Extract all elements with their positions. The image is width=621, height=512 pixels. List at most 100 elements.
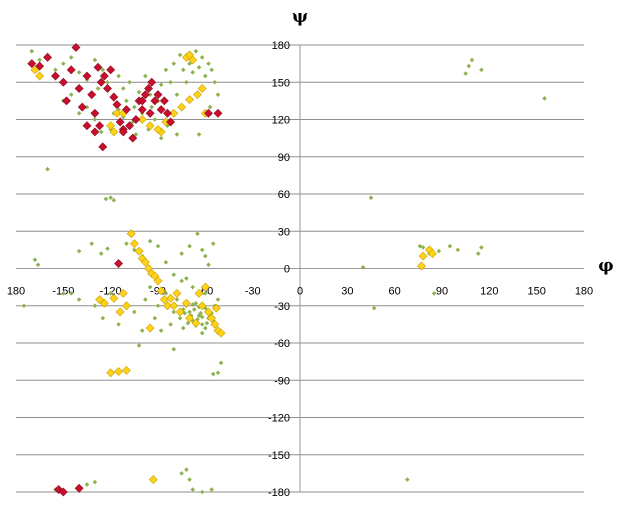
data-point bbox=[145, 323, 155, 333]
data-point bbox=[62, 96, 71, 106]
y-tick-label: 150 bbox=[272, 77, 290, 89]
data-point bbox=[171, 309, 177, 315]
x-tick-label: 30 bbox=[341, 286, 353, 298]
data-point bbox=[213, 108, 223, 118]
data-point bbox=[158, 328, 164, 333]
data-point bbox=[212, 79, 218, 85]
data-point bbox=[137, 96, 147, 106]
data-point bbox=[140, 257, 150, 267]
data-point bbox=[168, 322, 173, 327]
data-point bbox=[146, 127, 151, 132]
data-point bbox=[144, 84, 153, 93]
data-point bbox=[76, 70, 82, 75]
data-point bbox=[196, 313, 202, 318]
y-tick-labels: 180 150 120 90 60 30 0 -30 -60 -90 -120 -150 -180 bbox=[268, 40, 290, 499]
data-point bbox=[127, 79, 132, 85]
data-point bbox=[153, 125, 163, 134]
data-point bbox=[184, 467, 189, 472]
data-point bbox=[203, 73, 208, 79]
data-point bbox=[417, 243, 423, 249]
data-point bbox=[175, 307, 185, 317]
data-point bbox=[92, 117, 98, 122]
data-point bbox=[194, 288, 204, 298]
data-point bbox=[109, 293, 119, 303]
data-point bbox=[125, 121, 135, 131]
data-point bbox=[199, 489, 205, 495]
data-point bbox=[463, 71, 468, 76]
data-point bbox=[166, 293, 176, 303]
data-point bbox=[71, 43, 81, 52]
data-point bbox=[193, 300, 199, 306]
data-point bbox=[68, 291, 74, 296]
data-point bbox=[61, 61, 66, 66]
data-point bbox=[108, 291, 113, 296]
data-point bbox=[166, 117, 176, 127]
data-point bbox=[204, 320, 210, 326]
x-tick-label: 90 bbox=[436, 286, 448, 298]
series-2 bbox=[27, 43, 223, 497]
data-point bbox=[89, 241, 95, 246]
data-point bbox=[58, 77, 68, 87]
data-point bbox=[74, 84, 84, 93]
data-point bbox=[158, 82, 164, 88]
data-point bbox=[87, 90, 97, 100]
data-point bbox=[215, 370, 221, 376]
series-0 bbox=[21, 48, 547, 495]
data-point bbox=[418, 251, 428, 261]
data-point bbox=[114, 367, 123, 376]
data-point bbox=[95, 121, 105, 131]
data-point bbox=[169, 108, 179, 118]
data-point bbox=[66, 65, 76, 75]
data-point bbox=[35, 262, 41, 268]
data-point bbox=[198, 310, 203, 316]
data-point bbox=[132, 309, 137, 315]
data-point bbox=[187, 477, 192, 482]
data-point bbox=[195, 317, 200, 322]
data-point bbox=[134, 246, 144, 256]
data-point bbox=[466, 63, 472, 69]
data-point bbox=[128, 133, 138, 143]
data-point bbox=[118, 288, 128, 298]
data-point bbox=[99, 71, 109, 81]
data-point bbox=[106, 121, 116, 131]
data-point bbox=[171, 272, 177, 278]
data-point bbox=[115, 117, 125, 127]
data-point bbox=[98, 129, 104, 135]
data-point bbox=[152, 117, 158, 122]
data-point bbox=[132, 104, 137, 110]
data-point bbox=[43, 52, 52, 62]
data-point bbox=[29, 48, 35, 54]
data-point bbox=[177, 52, 183, 58]
data-point bbox=[179, 278, 184, 284]
data-point bbox=[45, 166, 50, 172]
data-point bbox=[145, 121, 155, 131]
data-point bbox=[139, 328, 145, 333]
data-point bbox=[100, 67, 106, 73]
y-tick-label: -90 bbox=[274, 375, 290, 387]
y-tick-label: -30 bbox=[274, 301, 290, 313]
data-point bbox=[203, 291, 208, 296]
axes bbox=[16, 45, 584, 492]
data-point bbox=[199, 55, 205, 60]
data-point bbox=[114, 259, 123, 268]
data-point bbox=[197, 301, 207, 311]
data-point bbox=[447, 243, 453, 249]
data-point bbox=[479, 67, 484, 73]
data-point bbox=[197, 84, 207, 93]
data-point bbox=[155, 243, 161, 249]
data-point bbox=[218, 360, 224, 366]
data-point bbox=[190, 487, 196, 492]
data-point bbox=[179, 251, 184, 256]
data-point bbox=[116, 73, 121, 79]
data-point bbox=[90, 108, 100, 118]
data-point bbox=[436, 248, 442, 254]
data-point bbox=[106, 368, 116, 378]
data-point bbox=[82, 121, 92, 131]
x-tick-label: 180 bbox=[7, 286, 25, 298]
data-point bbox=[95, 86, 101, 91]
data-point bbox=[199, 322, 205, 327]
data-point bbox=[109, 127, 119, 137]
data-point bbox=[76, 248, 82, 254]
data-point bbox=[184, 79, 189, 85]
